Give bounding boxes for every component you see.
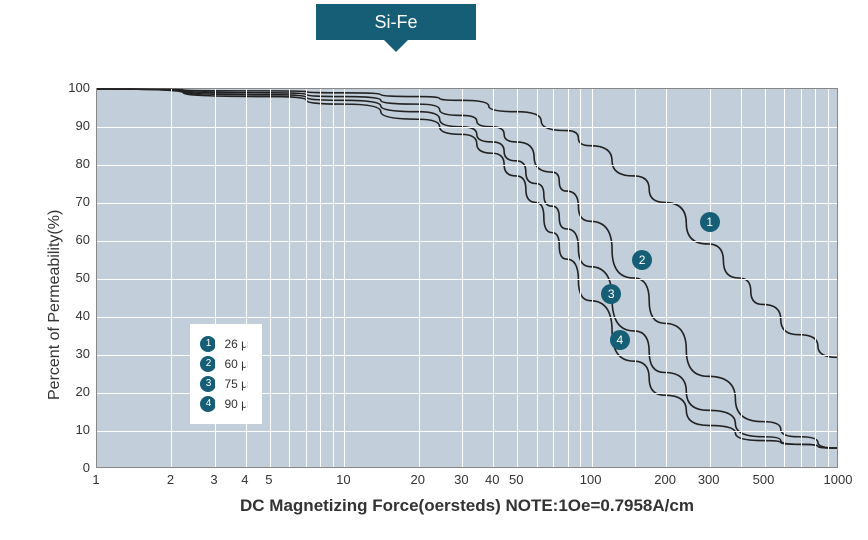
legend-label: 90 μ [224,397,248,411]
curve-badge-1: 1 [700,212,720,232]
x-axis-label: DC Magnetizing Force(oersteds) NOTE:1Oe=… [96,496,838,516]
x-tick: 200 [654,472,676,487]
x-tick: 10 [336,472,350,487]
curve-badge-2: 2 [632,250,652,270]
y-tick: 80 [56,156,90,171]
plot-area: 126 μ 260 μ 375 μ 490 μ 1 23 4 [96,88,838,468]
y-tick: 0 [56,460,90,475]
x-tick: 300 [698,472,720,487]
legend-label: 60 μ [224,357,248,371]
y-tick: 20 [56,384,90,399]
x-tick: 40 [485,472,499,487]
x-tick: 500 [753,472,775,487]
x-tick: 2 [167,472,174,487]
chart: Percent of Permeability(%) 126 μ260 μ375… [0,0,868,540]
legend-item: 375 μ [200,376,248,392]
legend-item: 490 μ [200,396,248,412]
y-tick: 90 [56,118,90,133]
y-tick: 60 [56,232,90,247]
x-tick: 100 [580,472,602,487]
x-tick: 3 [210,472,217,487]
y-tick: 70 [56,194,90,209]
y-tick: 30 [56,346,90,361]
legend-label: 26 μ [224,337,248,351]
y-tick: 40 [56,308,90,323]
y-tick: 10 [56,422,90,437]
curve-badge-3: 3 [601,284,621,304]
legend-item: 260 μ [200,356,248,372]
x-tick: 30 [454,472,468,487]
y-tick: 50 [56,270,90,285]
legend: 126 μ 260 μ 375 μ 490 μ [190,324,262,424]
x-tick: 50 [509,472,523,487]
y-tick: 100 [56,80,90,95]
x-tick: 4 [241,472,248,487]
x-tick: 20 [411,472,425,487]
x-tick: 1000 [824,472,853,487]
x-tick: 1 [92,472,99,487]
legend-label: 75 μ [224,377,248,391]
legend-item: 126 μ [200,336,248,352]
curve-badge-4: 4 [610,330,630,350]
x-tick: 5 [265,472,272,487]
